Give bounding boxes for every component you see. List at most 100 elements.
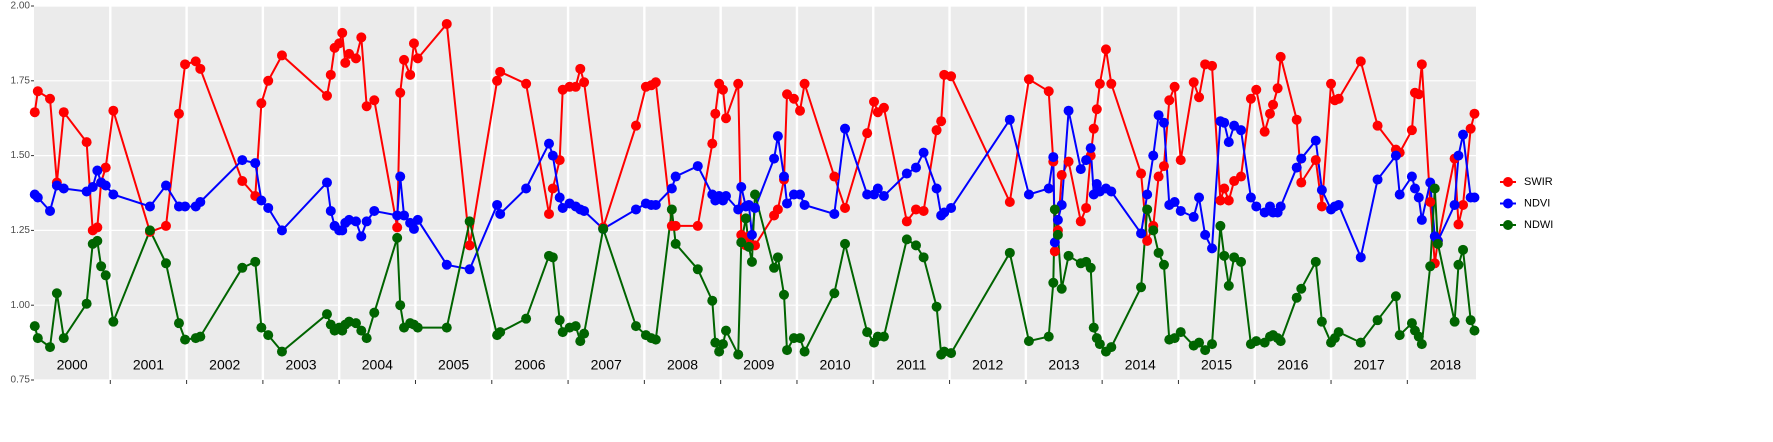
- data-point: [1194, 192, 1205, 203]
- data-point: [1043, 183, 1054, 194]
- data-point: [1200, 345, 1211, 356]
- data-point: [746, 229, 757, 240]
- data-point: [630, 204, 641, 215]
- data-point: [1458, 129, 1469, 140]
- data-point: [544, 138, 554, 149]
- data-point: [778, 289, 789, 300]
- data-point: [1413, 192, 1424, 203]
- data-point: [1316, 201, 1327, 212]
- data-point: [464, 240, 475, 251]
- data-point: [1469, 108, 1480, 119]
- data-point: [707, 295, 718, 306]
- data-point: [717, 339, 728, 350]
- data-point: [946, 202, 957, 213]
- data-point: [250, 158, 261, 169]
- data-point: [1194, 92, 1205, 103]
- data-point: [325, 205, 336, 216]
- x-tick-label: 2018: [1430, 357, 1461, 373]
- data-point: [547, 183, 558, 194]
- legend-marker: [1503, 220, 1513, 230]
- data-point: [1449, 199, 1460, 210]
- data-point: [276, 346, 287, 357]
- data-point: [369, 95, 380, 106]
- x-tick-label: 2006: [514, 357, 545, 373]
- data-point: [910, 240, 921, 251]
- data-point: [1236, 171, 1247, 182]
- data-point: [1236, 256, 1247, 267]
- data-point: [1153, 247, 1164, 258]
- data-point: [878, 102, 889, 113]
- x-tick-label: 2005: [438, 357, 469, 373]
- data-point: [441, 259, 452, 270]
- data-point: [1296, 153, 1307, 164]
- data-point: [714, 346, 725, 357]
- data-point: [1219, 183, 1230, 194]
- data-point: [195, 63, 206, 74]
- data-point: [180, 334, 191, 345]
- data-point: [1091, 104, 1102, 115]
- data-point: [1094, 339, 1105, 350]
- data-point: [1268, 99, 1279, 110]
- data-point: [650, 199, 661, 210]
- data-point: [1333, 93, 1344, 104]
- data-point: [1049, 204, 1060, 215]
- data-point: [869, 96, 880, 107]
- data-point: [144, 225, 155, 236]
- data-point: [1063, 250, 1074, 261]
- x-tick-label: 2010: [820, 357, 851, 373]
- data-point: [878, 190, 889, 201]
- data-point: [692, 161, 703, 172]
- data-point: [1048, 277, 1059, 288]
- data-point: [1085, 143, 1096, 154]
- data-point: [100, 180, 111, 191]
- data-point: [1394, 330, 1405, 341]
- data-point: [743, 241, 754, 252]
- data-point: [1275, 51, 1286, 62]
- data-point: [782, 345, 793, 356]
- data-point: [710, 337, 721, 348]
- data-point: [1291, 114, 1302, 125]
- data-point: [1215, 195, 1226, 206]
- data-point: [670, 171, 681, 182]
- data-point: [144, 201, 155, 212]
- data-point: [862, 327, 873, 338]
- data-point: [356, 325, 367, 336]
- data-point: [392, 232, 403, 243]
- data-point: [412, 53, 423, 64]
- x-tick-label: 2016: [1277, 357, 1308, 373]
- data-point: [1142, 235, 1153, 246]
- data-point: [547, 150, 558, 161]
- data-point: [276, 225, 287, 236]
- data-point: [630, 120, 641, 131]
- data-point: [321, 177, 332, 188]
- data-point: [1088, 123, 1099, 134]
- data-point: [412, 322, 423, 333]
- data-point: [190, 56, 201, 67]
- data-point: [32, 333, 43, 344]
- data-point: [1251, 201, 1262, 212]
- data-point: [579, 77, 590, 88]
- data-point: [495, 208, 506, 219]
- data-point: [1063, 105, 1074, 116]
- data-point: [1310, 256, 1321, 267]
- data-point: [1219, 117, 1230, 128]
- data-point: [872, 183, 883, 194]
- data-point: [1245, 93, 1256, 104]
- x-tick-label: 2008: [667, 357, 698, 373]
- data-point: [1158, 259, 1169, 270]
- data-point: [441, 18, 452, 29]
- data-point: [829, 171, 840, 182]
- data-point: [108, 189, 119, 200]
- data-point: [878, 331, 889, 342]
- data-point: [340, 57, 351, 68]
- data-point: [1458, 199, 1469, 210]
- data-point: [1056, 170, 1067, 181]
- data-point: [799, 346, 810, 357]
- data-point: [544, 208, 554, 219]
- data-point: [782, 198, 793, 209]
- data-point: [1188, 211, 1199, 222]
- data-point: [45, 342, 56, 353]
- data-point: [337, 27, 348, 38]
- data-point: [1075, 216, 1086, 227]
